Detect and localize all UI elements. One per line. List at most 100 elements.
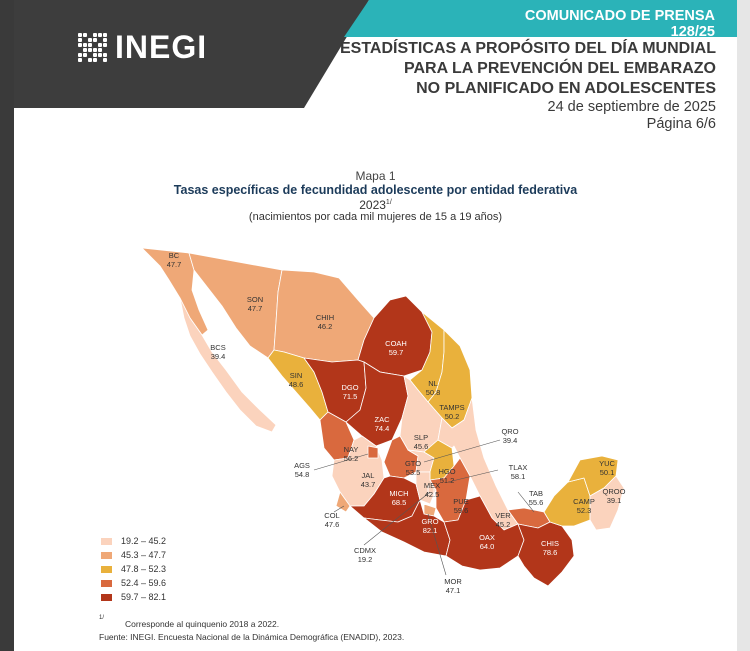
mexico-map: BC47.7BCS39.4SON47.7CHIH46.2COAH59.7SIN4… — [141, 247, 626, 595]
footnote-text: Corresponde al quinquenio 2018 a 2022. — [125, 619, 280, 629]
legend-label: 19.2 – 45.2 — [121, 536, 167, 546]
press-release-number: COMUNICADO DE PRENSA 128/25 — [524, 8, 715, 40]
state-cdmx — [427, 485, 435, 495]
legend-item: 45.3 – 47.7 — [101, 550, 166, 560]
state-value-coah: 59.7 — [389, 348, 404, 357]
state-coah — [357, 295, 433, 377]
state-value-hgo: 51.2 — [440, 476, 455, 485]
state-value-son: 47.7 — [248, 304, 263, 313]
state-col — [335, 491, 351, 513]
state-code-tlax: TLAX — [509, 463, 528, 472]
legend-swatch — [101, 537, 112, 545]
state-code-ags: AGS — [294, 461, 310, 470]
inegi-logo-text: INEGI — [115, 29, 208, 65]
state-code-gto: GTO — [405, 459, 421, 468]
legend-swatch — [101, 593, 112, 601]
state-value-qroo: 39.1 — [607, 496, 622, 505]
page-edge — [737, 0, 750, 651]
legend-label: 47.8 – 52.3 — [121, 564, 167, 574]
state-value-chih: 46.2 — [318, 322, 333, 331]
state-zac — [345, 361, 409, 447]
page-number: Página 6/6 — [646, 116, 716, 132]
state-code-son: SON — [247, 295, 263, 304]
state-code-qroo: QROO — [603, 487, 626, 496]
inegi-logo: INEGI — [78, 31, 207, 63]
state-value-jal: 43.7 — [361, 480, 376, 489]
state-value-zac: 74.4 — [375, 424, 390, 433]
state-code-cdmx: CDMX — [354, 546, 376, 555]
legend-item: 59.7 – 82.1 — [101, 592, 166, 602]
state-value-pue: 59.6 — [454, 506, 469, 515]
state-code-bc: BC — [169, 251, 180, 260]
state-value-bcs: 39.4 — [211, 352, 226, 361]
legend-item: 52.4 – 59.6 — [101, 578, 166, 588]
map-label: Mapa 1 — [355, 169, 396, 183]
state-value-gto: 53.5 — [406, 468, 421, 477]
state-value-chis: 78.6 — [543, 548, 558, 557]
map-year: 20231/ — [14, 198, 737, 212]
state-code-chih: CHIH — [316, 313, 334, 322]
state-code-tab: TAB — [529, 489, 543, 498]
state-value-tlax: 58.1 — [511, 472, 526, 481]
state-value-tamps: 50.2 — [445, 412, 460, 421]
state-code-yuc: YUC — [599, 459, 615, 468]
legend-label: 52.4 – 59.6 — [121, 578, 167, 588]
state-code-camp: CAMP — [573, 497, 595, 506]
state-value-nl: 50.8 — [426, 388, 441, 397]
state-code-bcs: BCS — [210, 343, 225, 352]
legend-label: 45.3 – 47.7 — [121, 550, 167, 560]
state-value-camp: 52.3 — [577, 506, 592, 515]
state-value-dgo: 71.5 — [343, 392, 358, 401]
state-value-ver: 45.2 — [496, 520, 511, 529]
state-value-gro: 82.1 — [423, 526, 438, 535]
state-value-sin: 48.6 — [289, 380, 304, 389]
state-value-bc: 47.7 — [167, 260, 182, 269]
state-value-col: 47.6 — [325, 520, 340, 529]
state-code-dgo: DGO — [341, 383, 358, 392]
legend-swatch — [101, 551, 112, 559]
state-value-ags: 54.8 — [295, 470, 310, 479]
state-value-nay: 56.2 — [344, 454, 359, 463]
state-bcs — [179, 297, 277, 433]
state-qroo — [589, 475, 625, 531]
state-value-mor: 47.1 — [446, 586, 461, 595]
state-code-nay: NAY — [344, 445, 359, 454]
legend-swatch — [101, 565, 112, 573]
legend-item: 19.2 – 45.2 — [101, 536, 166, 546]
state-value-mex: 42.5 — [425, 490, 440, 499]
state-code-mor: MOR — [444, 577, 462, 586]
source-note: Fuente: INEGI. Encuesta Nacional de la D… — [99, 632, 405, 642]
legend-swatch — [101, 579, 112, 587]
map-title: Tasas específicas de fecundidad adolesce… — [173, 183, 578, 197]
header-banner — [14, 0, 737, 108]
state-gro — [363, 499, 451, 557]
state-code-coah: COAH — [385, 339, 407, 348]
state-code-ver: VER — [495, 511, 511, 520]
map-year-value: 2023 — [359, 198, 386, 212]
state-code-mich: MICH — [389, 489, 408, 498]
state-mex — [415, 471, 437, 505]
state-value-yuc: 50.1 — [600, 468, 615, 477]
state-code-chis: CHIS — [541, 539, 559, 548]
state-value-slp: 45.6 — [414, 442, 429, 451]
state-code-hgo: HGO — [438, 467, 455, 476]
inegi-logo-mark-icon — [78, 32, 107, 62]
state-code-pue: PUE — [453, 497, 468, 506]
doc-title-line-3: NO PLANIFICADO EN ADOLESCENTES — [416, 80, 716, 97]
legend-item: 47.8 – 52.3 — [101, 564, 166, 574]
doc-date: 24 de septiembre de 2025 — [547, 99, 717, 115]
map-year-note: 1/ — [385, 199, 392, 206]
document-page: INEGI COMUNICADO DE PRENSA 128/25 ESTADÍ… — [14, 0, 737, 651]
state-code-nl: NL — [428, 379, 438, 388]
state-code-slp: SLP — [414, 433, 428, 442]
state-code-oax: OAX — [479, 533, 495, 542]
state-code-sin: SIN — [290, 371, 303, 380]
doc-title-line-2: PARA LA PREVENCIÓN DEL EMBARAZO — [403, 60, 716, 77]
state-code-tamps: TAMPS — [439, 403, 464, 412]
state-ags — [367, 445, 379, 459]
state-code-gro: GRO — [421, 517, 438, 526]
footnote-mark: 1/ — [99, 615, 105, 621]
state-value-oax: 64.0 — [480, 542, 495, 551]
state-value-mich: 68.5 — [392, 498, 407, 507]
state-code-jal: JAL — [362, 471, 375, 480]
